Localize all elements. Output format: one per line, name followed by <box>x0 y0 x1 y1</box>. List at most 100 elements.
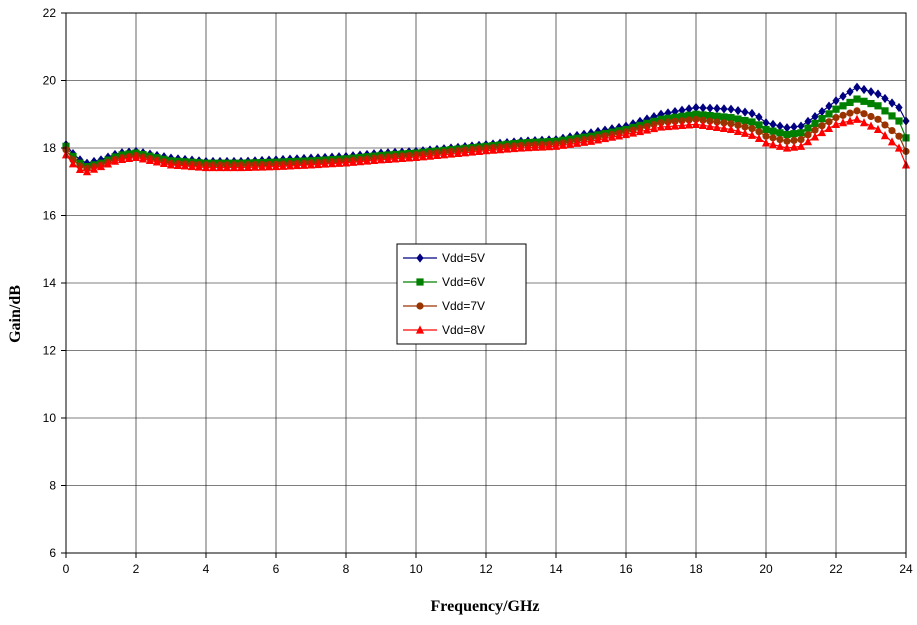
data-point <box>678 117 686 125</box>
data-point <box>502 144 512 153</box>
x-tick-label: 16 <box>619 562 633 576</box>
data-point <box>860 110 868 118</box>
y-tick-label: 10 <box>43 411 57 425</box>
data-point <box>832 114 840 122</box>
data-point <box>768 140 778 149</box>
data-point <box>692 110 700 118</box>
data-point <box>804 116 812 126</box>
data-point <box>825 118 833 126</box>
data-point <box>895 102 903 113</box>
data-point <box>278 161 288 170</box>
data-point <box>656 122 666 131</box>
data-point <box>103 159 113 168</box>
data-point <box>285 161 295 170</box>
data-point <box>355 157 365 166</box>
x-tick-label: 2 <box>133 562 140 576</box>
data-point <box>852 114 862 123</box>
data-point <box>748 118 756 126</box>
data-point <box>145 155 155 165</box>
data-point <box>180 161 190 170</box>
data-point <box>187 161 197 171</box>
data-point <box>607 132 617 141</box>
data-point <box>803 136 813 146</box>
series-layer <box>61 82 911 176</box>
x-tick-label: 14 <box>549 562 563 576</box>
data-point <box>124 153 134 162</box>
x-tick-label: 22 <box>829 562 843 576</box>
data-point <box>565 139 575 148</box>
data-point <box>509 143 519 153</box>
data-point <box>713 118 721 126</box>
x-tick-label: 12 <box>479 562 493 576</box>
data-point <box>642 125 652 134</box>
legend-marker <box>416 253 424 263</box>
data-point <box>250 162 260 171</box>
data-point <box>824 123 834 133</box>
data-point <box>713 112 721 120</box>
data-point <box>685 116 693 124</box>
data-point <box>698 120 708 129</box>
data-point <box>832 105 840 113</box>
data-point <box>776 129 784 137</box>
legend-marker <box>416 278 424 286</box>
data-point <box>895 117 903 125</box>
x-tick-label: 6 <box>273 562 280 576</box>
data-point <box>460 148 470 157</box>
data-point <box>671 113 679 121</box>
data-point <box>762 118 770 128</box>
data-point <box>327 159 337 168</box>
data-point <box>292 160 302 170</box>
data-point <box>755 121 763 129</box>
data-point <box>727 114 735 122</box>
data-point <box>818 115 826 123</box>
x-tick-label: 20 <box>759 562 773 576</box>
data-point <box>733 126 743 135</box>
data-point <box>867 87 875 97</box>
data-point <box>649 123 659 133</box>
data-point <box>404 153 414 162</box>
y-tick-label: 8 <box>49 479 56 493</box>
data-point <box>769 119 777 129</box>
data-point <box>810 132 820 141</box>
data-point <box>173 160 183 170</box>
data-point <box>804 131 812 139</box>
data-point <box>671 117 679 125</box>
data-point <box>846 109 854 117</box>
data-point <box>685 111 693 119</box>
data-point <box>530 142 540 151</box>
data-point <box>754 133 764 143</box>
data-point <box>699 103 707 113</box>
data-point <box>895 132 903 140</box>
legend-marker <box>416 302 424 310</box>
data-point <box>817 127 827 137</box>
data-point <box>677 120 687 130</box>
data-point <box>467 147 477 156</box>
data-point <box>446 149 456 158</box>
data-point <box>769 127 777 135</box>
data-point <box>208 162 218 172</box>
data-point <box>867 99 875 108</box>
data-point <box>846 87 854 97</box>
data-point <box>390 154 400 163</box>
data-point <box>839 111 847 119</box>
data-point <box>887 137 897 146</box>
data-point <box>797 121 805 131</box>
data-point <box>313 159 323 169</box>
y-axis-title: Gain/dB <box>7 285 24 343</box>
x-tick-label: 10 <box>409 562 423 576</box>
data-point <box>783 130 791 139</box>
x-tick-label: 18 <box>689 562 703 576</box>
data-point <box>425 151 435 160</box>
legend-items: Vdd=5V Vdd=6V Vdd=7V Vdd=8V <box>403 251 485 337</box>
data-point <box>692 115 700 123</box>
data-point <box>397 153 407 162</box>
data-point <box>82 167 92 176</box>
data-point <box>790 122 798 132</box>
data-point <box>215 162 225 172</box>
data-point <box>747 130 757 139</box>
data-point <box>727 104 735 114</box>
data-point <box>859 118 869 127</box>
data-point <box>720 119 728 127</box>
data-point <box>734 121 742 129</box>
data-point <box>685 104 693 114</box>
